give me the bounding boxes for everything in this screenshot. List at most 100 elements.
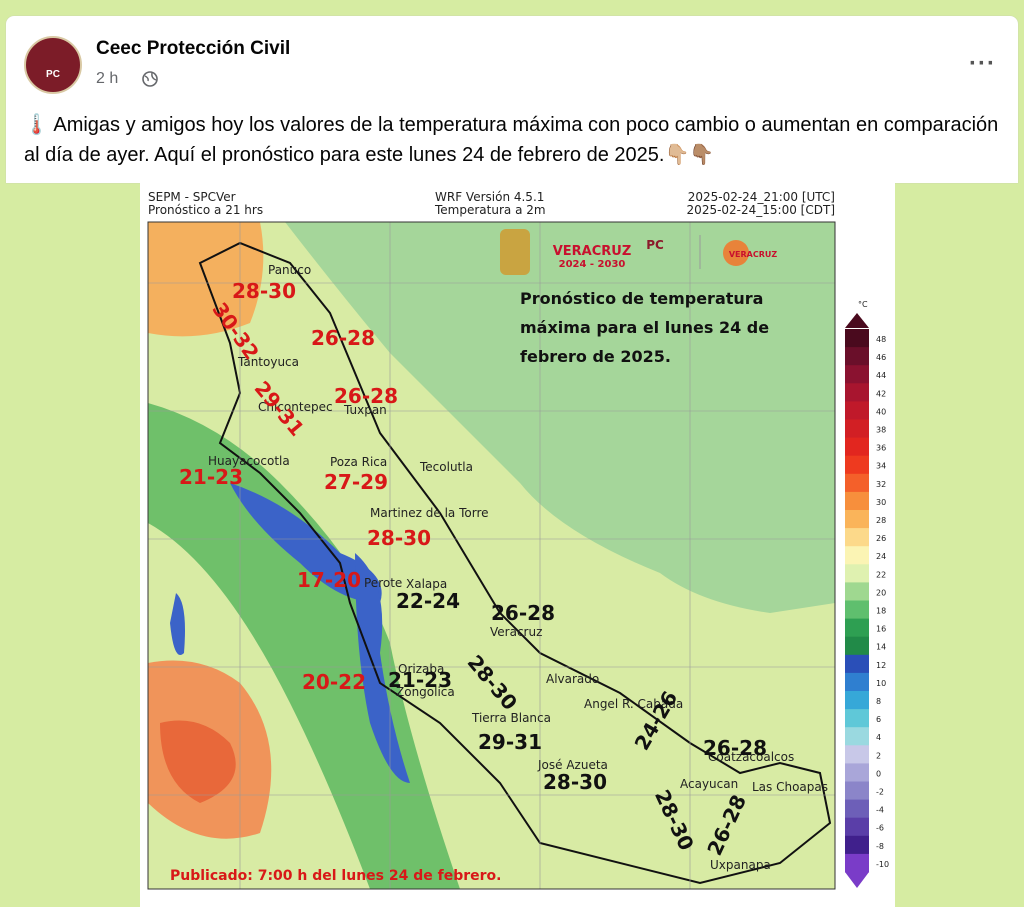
temperature-range: 26-28	[703, 736, 767, 760]
map-caption: Pronóstico de temperatura	[520, 289, 763, 308]
legend-swatch	[845, 618, 869, 638]
temperature-range: 21-23	[179, 465, 243, 489]
legend-tick: 0	[876, 769, 881, 778]
legend-tick: -10	[876, 860, 889, 869]
place-label: Alvarado	[546, 672, 599, 686]
legend-tick: 2	[876, 751, 881, 760]
legend-swatch	[845, 564, 869, 583]
place-label: Las Choapas	[752, 780, 828, 794]
legend-swatch	[845, 817, 869, 837]
legend-swatch	[845, 799, 869, 819]
legend-swatch	[845, 510, 869, 529]
legend-tick: 6	[876, 715, 881, 724]
legend-swatch	[845, 347, 869, 366]
legend-tick: 16	[876, 625, 886, 634]
legend-tick: 10	[876, 679, 886, 688]
place-label: Chicontepec	[258, 400, 333, 414]
place-label: Perote	[364, 576, 402, 590]
place-label: Poza Rica	[330, 455, 387, 469]
legend-swatch	[845, 582, 869, 601]
legend-tick: 40	[876, 407, 886, 416]
logo-text: VERACRUZ	[553, 244, 632, 259]
temperature-range: 22-24	[396, 589, 460, 613]
post-time[interactable]: 2 h	[96, 70, 119, 87]
legend-tick: 14	[876, 643, 886, 652]
place-label: José Azueta	[537, 758, 608, 772]
legend-tick: 20	[876, 588, 886, 597]
temperature-range: 21-23	[388, 668, 452, 692]
legend-tick: 38	[876, 426, 886, 435]
author[interactable]: Ceec Protección Civil	[96, 38, 291, 59]
legend-swatch	[845, 419, 869, 439]
legend-swatch	[845, 835, 869, 855]
legend-swatch	[845, 329, 869, 348]
legend-tick: 36	[876, 444, 886, 453]
legend-swatch	[845, 763, 869, 782]
temperature-range: 26-28	[334, 384, 398, 408]
legend-swatch	[845, 727, 869, 746]
temperature-range: 26-28	[491, 601, 555, 625]
place-label: Tantoyuca	[237, 355, 299, 369]
temperature-range: 27-29	[324, 470, 388, 494]
legend-swatch	[845, 654, 869, 674]
temperature-range: 28-30	[367, 526, 431, 550]
legend-swatch	[845, 491, 869, 511]
legend-tick: 4	[876, 733, 881, 742]
place-label: Veracruz	[490, 625, 542, 639]
legend-cap	[845, 872, 869, 888]
legend-swatch	[845, 401, 869, 420]
legend-swatch	[845, 745, 869, 764]
legend-swatch	[845, 636, 869, 656]
place-label: Acayucan	[680, 777, 738, 791]
legend-swatch	[845, 437, 869, 457]
map-header: 2025-02-24_21:00 [UTC]	[688, 190, 835, 204]
legend-swatch	[845, 546, 869, 565]
post-text: 🌡️ Amigas y amigos hoy los valores de la…	[24, 114, 999, 166]
temperature-range: 17-20	[297, 568, 361, 592]
place-label: Angel R. Cabada	[584, 697, 683, 711]
avatar[interactable]: PC	[24, 36, 82, 94]
legend-cap	[845, 313, 869, 328]
legend-tick: 18	[876, 607, 886, 616]
temperature-range: 20-22	[302, 670, 366, 694]
more-menu[interactable]: ···	[969, 50, 996, 77]
legend-tick: 34	[876, 462, 886, 471]
place-label: Xalapa	[406, 577, 447, 591]
legend-tick: 8	[876, 697, 881, 706]
legend-swatch	[845, 528, 869, 547]
map-header: Pronóstico a 21 hrs	[148, 203, 263, 217]
legend-tick: 30	[876, 498, 886, 507]
legend-tick: 42	[876, 389, 886, 398]
place-label: Tecolutla	[419, 460, 473, 474]
legend-tick: -4	[876, 806, 884, 815]
post-card: PC Ceec Protección Civil 2 h ··· 🌡️ Amig…	[6, 16, 1018, 183]
logo-text: VERACRUZ	[729, 250, 778, 259]
legend-swatch	[845, 365, 869, 384]
place-label: Martinez de la Torre	[370, 506, 489, 520]
place-label: Orizaba	[398, 662, 444, 676]
place-label: Coatzacoalcos	[708, 750, 794, 764]
temperature-range: 28-30	[543, 770, 607, 794]
logo-text: 2024 - 2030	[559, 259, 626, 270]
legend-swatch	[845, 691, 869, 710]
legend-tick: 24	[876, 552, 886, 561]
legend-tick: 32	[876, 480, 886, 489]
temperature-range: 28-30	[232, 279, 296, 303]
legend-swatch	[845, 672, 869, 692]
privacy-icon	[142, 71, 158, 87]
legend-tick: 26	[876, 534, 886, 543]
legend-tick: 28	[876, 516, 886, 525]
map-header: 2025-02-24_15:00 [CDT]	[687, 203, 835, 217]
temperature-range: 26-28	[311, 326, 375, 350]
logo-text: PC	[646, 238, 664, 252]
legend-tick: -8	[876, 842, 884, 851]
place-label: Tierra Blanca	[471, 711, 551, 725]
map-footer: Publicado: 7:00 h del lunes 24 de febrer…	[170, 868, 501, 884]
legend-tick: 48	[876, 335, 886, 344]
temperature-range: 29-31	[478, 730, 542, 754]
legend-tick: 44	[876, 371, 886, 380]
legend-swatch	[845, 473, 869, 493]
map-caption: febrero de 2025.	[520, 347, 671, 366]
